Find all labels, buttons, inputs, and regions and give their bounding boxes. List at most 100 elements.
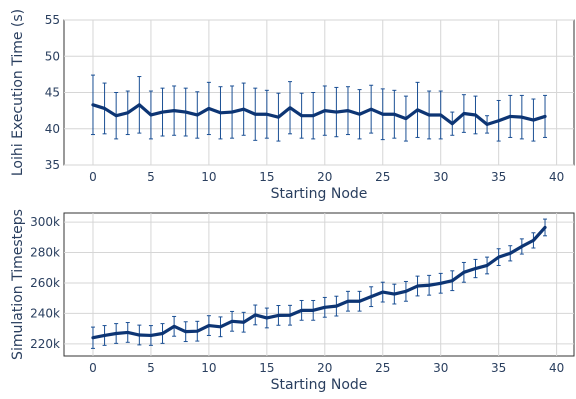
data-point [195, 329, 199, 333]
data-point [439, 113, 443, 117]
data-point [532, 118, 535, 122]
plot-frame [63, 212, 575, 357]
data-point [520, 115, 524, 119]
y-tick-label: 240k [30, 306, 60, 320]
data-point [543, 226, 547, 229]
data-point [207, 107, 211, 110]
y-tick-label: 35 [45, 158, 60, 172]
data-point [358, 299, 361, 303]
data-point [508, 251, 512, 255]
data-point [242, 320, 246, 324]
data-point [184, 110, 188, 114]
data-point [195, 113, 199, 117]
data-point [532, 238, 535, 242]
y-tick-label: 300k [30, 215, 60, 229]
data-point [462, 112, 466, 115]
data-point [346, 299, 350, 303]
data-point [334, 110, 338, 114]
y-tick-label: 40 [45, 122, 60, 136]
x-tick-label: 30 [433, 170, 448, 184]
x-tick-label: 30 [433, 361, 448, 375]
data-point [508, 115, 512, 118]
data-point [346, 109, 350, 113]
data-point [369, 107, 373, 111]
data-point [392, 292, 396, 296]
data-point [277, 313, 280, 317]
data-point [311, 308, 315, 312]
data-point [323, 305, 327, 309]
data-point [427, 113, 431, 117]
data-point [450, 122, 454, 126]
data-point [439, 281, 443, 285]
data-point [114, 114, 118, 118]
data-point [300, 114, 304, 118]
y-tick-label: 220k [30, 337, 60, 351]
data-point [485, 264, 489, 267]
data-point [137, 103, 141, 107]
data-point [300, 308, 304, 312]
data-point [253, 112, 257, 116]
x-tick-label: 40 [549, 361, 564, 375]
data-point [450, 279, 454, 283]
chart-panel-execution-time: 0 5 10 15 20 25 30 35 40 35 40 45 50 55 Starting Node L… [10, 9, 575, 202]
x-tick-label: 5 [147, 361, 155, 375]
data-point [161, 332, 164, 335]
data-point [392, 112, 396, 116]
data-point [474, 113, 477, 117]
data-point [427, 283, 431, 287]
data-point [485, 123, 489, 126]
x-tick-label: 35 [491, 170, 506, 184]
data-point [126, 111, 130, 115]
data-point [91, 336, 95, 340]
data-point [114, 332, 118, 335]
data-point [91, 103, 95, 107]
data-point [103, 107, 106, 110]
data-point [242, 107, 246, 111]
y-tick-label: 260k [30, 276, 60, 290]
x-tick-label: 25 [375, 361, 390, 375]
x-tick-label: 20 [317, 361, 332, 375]
data-point [277, 115, 280, 119]
series-line [91, 225, 547, 340]
data-point [149, 334, 153, 337]
x-tick-label: 35 [491, 361, 506, 375]
data-point [219, 325, 222, 329]
data-point [416, 108, 419, 112]
chart-panel-simulation-timesteps: 0 5 10 15 20 25 30 35 40 220k 240k 260k 280k 300k Star… [10, 209, 575, 393]
x-tick-label: 15 [259, 361, 274, 375]
data-point [311, 114, 315, 118]
x-tick-label: 5 [147, 170, 155, 184]
data-point [323, 109, 327, 113]
data-point [149, 113, 153, 117]
data-point [103, 334, 106, 337]
data-point [497, 255, 501, 259]
series-line [91, 103, 547, 127]
data-point [474, 267, 477, 270]
y-tick-label: 55 [45, 13, 60, 27]
x-tick-label: 10 [201, 361, 216, 375]
x-tick-label: 25 [375, 170, 390, 184]
data-point [207, 324, 211, 327]
data-point [462, 270, 466, 274]
data-point [230, 110, 234, 114]
data-point [219, 111, 222, 115]
data-point [404, 117, 408, 120]
data-point [172, 324, 176, 328]
data-point [288, 106, 292, 110]
y-axis-title: Loihi Execution Time (s) [10, 9, 26, 176]
x-tick-label: 0 [89, 170, 97, 184]
data-point [126, 331, 130, 334]
x-tick-label: 40 [549, 170, 564, 184]
data-point [369, 295, 373, 299]
data-point [358, 112, 361, 116]
data-point [288, 313, 292, 317]
x-axis-title: Starting Node [271, 186, 368, 202]
x-tick-label: 0 [89, 361, 97, 375]
y-tick-label: 50 [45, 49, 60, 63]
data-point [172, 109, 176, 113]
data-point [265, 112, 269, 116]
data-point [381, 290, 385, 294]
data-point [416, 284, 419, 288]
